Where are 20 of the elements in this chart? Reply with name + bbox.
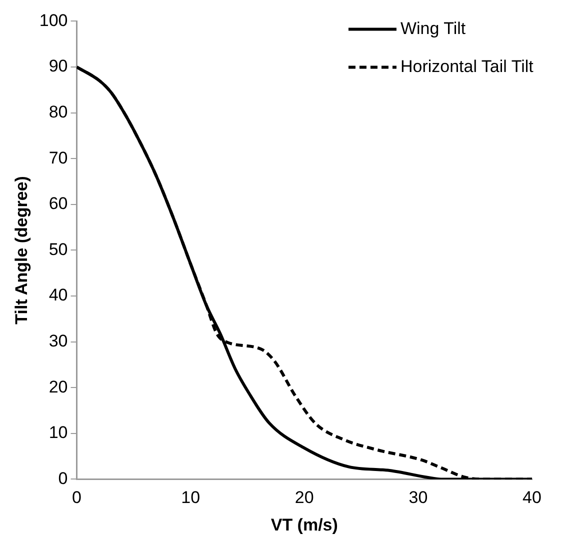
y-tick-label: 80 [48, 102, 68, 122]
y-tick-label: 50 [48, 240, 68, 259]
y-tick-label: 0 [58, 468, 68, 488]
y-tick-label: 70 [48, 148, 68, 168]
y-axis-title: Tilt Angle (degree) [12, 176, 31, 324]
x-axis-title: VT (m/s) [270, 515, 338, 534]
y-tick-label: 10 [48, 423, 68, 442]
legend-label: Wing Tilt [400, 18, 466, 38]
x-tick-label: 40 [522, 488, 542, 508]
y-tick-label: 60 [48, 194, 68, 214]
x-tick-label: 30 [408, 488, 428, 508]
y-tick-label: 40 [48, 286, 68, 305]
x-tick-label: 10 [181, 488, 200, 508]
x-tick-label: 0 [72, 488, 82, 508]
x-tick-label: 20 [294, 488, 314, 508]
y-tick-label: 30 [48, 331, 68, 350]
y-tick-label: 100 [39, 10, 68, 30]
y-tick-label: 90 [48, 56, 68, 76]
y-tick-label: 20 [48, 377, 68, 396]
legend-label: Horizontal Tail Tilt [400, 56, 534, 76]
